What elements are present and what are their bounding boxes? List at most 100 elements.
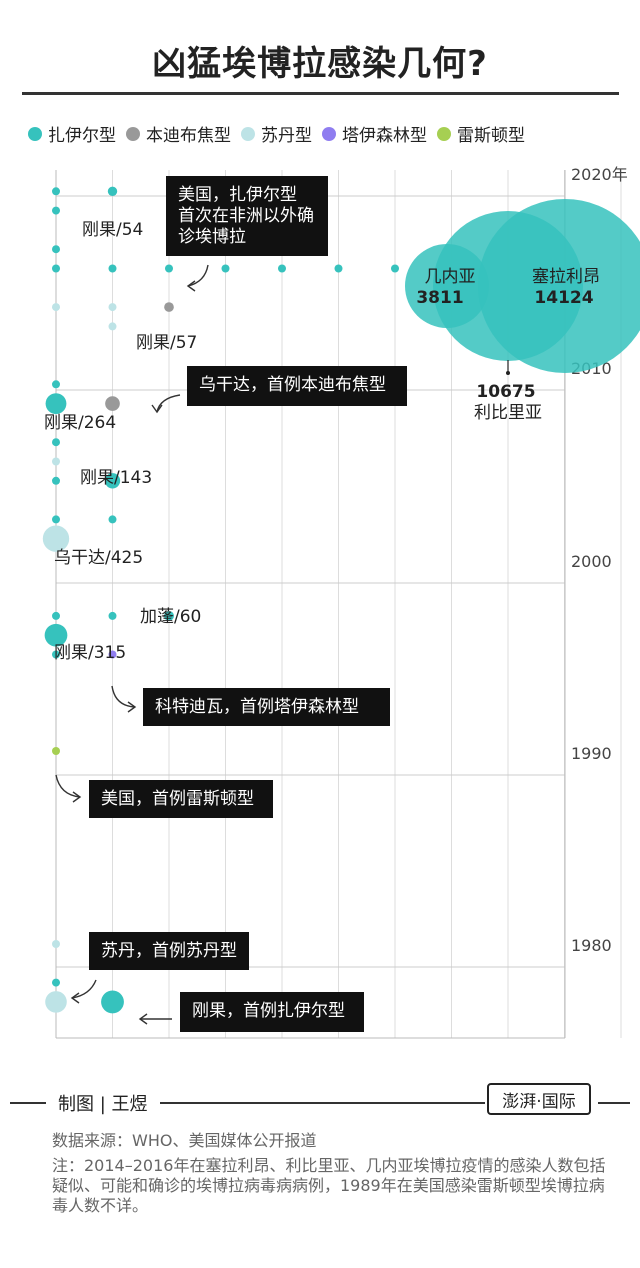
- credit: 制图 | 王煜: [58, 1094, 148, 1115]
- data-point: [52, 380, 60, 389]
- leader-dot: [506, 371, 510, 375]
- data-point: [52, 940, 60, 948]
- data-point: [52, 438, 60, 447]
- data-point: [52, 264, 60, 273]
- callout-box: [187, 366, 407, 406]
- data-point: [52, 978, 60, 987]
- data-point: [108, 303, 117, 312]
- legend-label: 本迪布焦型: [146, 126, 231, 146]
- callout-arrow: [71, 979, 97, 999]
- bubble-label: 几内亚: [425, 267, 476, 287]
- data-point: [334, 264, 343, 273]
- arrow-head: [186, 280, 196, 292]
- callout-text: 科特迪瓦，首例塔伊森林型: [155, 697, 359, 717]
- data-point: [45, 991, 67, 1013]
- bubble-value: 14124: [534, 288, 593, 308]
- callout-text: 刚果，首例扎伊尔型: [192, 1001, 345, 1021]
- callout-text: 美国，扎伊尔型: [178, 185, 297, 205]
- arrow-head: [127, 701, 137, 713]
- data-label: 乌干达/425: [54, 548, 143, 568]
- data-label: 加蓬/60: [140, 607, 201, 627]
- y-tick-label: 1980: [571, 936, 612, 955]
- y-tick-label: 2020年: [571, 165, 628, 184]
- data-label: 刚果/54: [82, 220, 143, 240]
- chart-plot: 2020年2010200019901980刚果/54刚果/57刚果/264刚果/…: [42, 165, 640, 1039]
- data-label: 刚果/57: [136, 333, 197, 353]
- legend-label: 塔伊森林型: [342, 126, 427, 146]
- callout-box: [143, 688, 390, 726]
- footer-divider-middle: [160, 1102, 485, 1104]
- footer-divider-right: [598, 1102, 630, 1104]
- legend-item-reston: 雷斯顿型: [437, 121, 525, 146]
- callout-box: [89, 932, 249, 970]
- legend: 扎伊尔型 本迪布焦型 苏丹型 塔伊森林型 雷斯顿型: [28, 121, 525, 146]
- callout-arrow: [55, 774, 81, 798]
- data-point: [278, 264, 286, 273]
- data-point: [108, 515, 117, 524]
- callout-text: 美国，首例雷斯顿型: [101, 789, 254, 809]
- legend-swatch: [437, 126, 451, 141]
- callout-arrow: [111, 685, 136, 708]
- callout-text: 首次在非洲以外确: [178, 206, 314, 226]
- thepaper-logo: 澎湃·国际: [487, 1083, 591, 1115]
- callout-text: 苏丹，首例苏丹型: [101, 941, 237, 961]
- data-point: [52, 476, 60, 485]
- title-divider: [22, 92, 619, 95]
- data-point: [108, 650, 117, 659]
- y-tick-label: 1990: [571, 744, 612, 763]
- data-point: [52, 650, 60, 659]
- callout-text: 乌干达，首例本迪布焦型: [199, 375, 386, 395]
- data-point: [52, 457, 60, 466]
- legend-label: 苏丹型: [261, 126, 312, 146]
- data-point: [165, 264, 173, 273]
- data-point: [108, 322, 117, 331]
- legend-item-zaire: 扎伊尔型: [28, 121, 116, 146]
- data-point: [44, 623, 68, 647]
- data-label: 刚果/315: [54, 643, 126, 663]
- bubble-value: 3811: [416, 288, 463, 308]
- footnote: 注：2014–2016年在塞拉利昂、利比里亚、几内亚埃博拉疫情的感染人数包括疑似…: [52, 1156, 606, 1215]
- data-point: [52, 245, 60, 254]
- data-point: [52, 611, 60, 620]
- legend-label: 雷斯顿型: [457, 126, 525, 146]
- callout-box: [180, 992, 364, 1032]
- callout-box: [89, 780, 273, 818]
- data-point: [107, 186, 118, 197]
- bubble-label: 塞拉利昂: [532, 267, 600, 287]
- legend-swatch: [241, 126, 255, 141]
- data-point: [52, 747, 60, 755]
- data-point: [52, 515, 60, 524]
- data-point: [45, 393, 67, 414]
- data-point: [105, 396, 120, 411]
- data-point: [104, 473, 121, 489]
- legend-item-bundibugyo: 本迪布焦型: [126, 121, 231, 146]
- legend-item-sudan: 苏丹型: [241, 121, 312, 146]
- data-point: [164, 302, 174, 312]
- callout-text: 诊埃博拉: [178, 227, 246, 247]
- data-point: [164, 610, 174, 621]
- data-source: 数据来源：WHO、美国媒体公开报道: [52, 1131, 317, 1150]
- data-point: [108, 611, 117, 620]
- data-point: [52, 206, 60, 215]
- data-point: [42, 525, 70, 552]
- data-label: 刚果/264: [44, 413, 116, 433]
- legend-item-tai-forest: 塔伊森林型: [322, 121, 427, 146]
- data-point: [108, 264, 117, 273]
- legend-swatch: [322, 126, 336, 141]
- data-point: [221, 264, 230, 273]
- y-tick-label: 2000: [571, 552, 612, 571]
- legend-swatch: [126, 126, 140, 141]
- arrow-head: [151, 404, 163, 414]
- data-point: [391, 264, 399, 273]
- legend-swatch: [28, 126, 42, 141]
- bubble-label: 利比里亚: [474, 403, 542, 423]
- chart-title: 凶猛埃博拉感染几何?: [152, 44, 488, 84]
- callout-arrow: [156, 394, 181, 413]
- bubble-value: 10675: [476, 382, 535, 402]
- data-point: [478, 199, 640, 373]
- data-label: 刚果/143: [80, 468, 152, 488]
- arrow-head: [72, 791, 82, 803]
- legend-label: 扎伊尔型: [48, 126, 116, 146]
- callout-arrow: [187, 264, 209, 287]
- arrow-head: [138, 1013, 148, 1025]
